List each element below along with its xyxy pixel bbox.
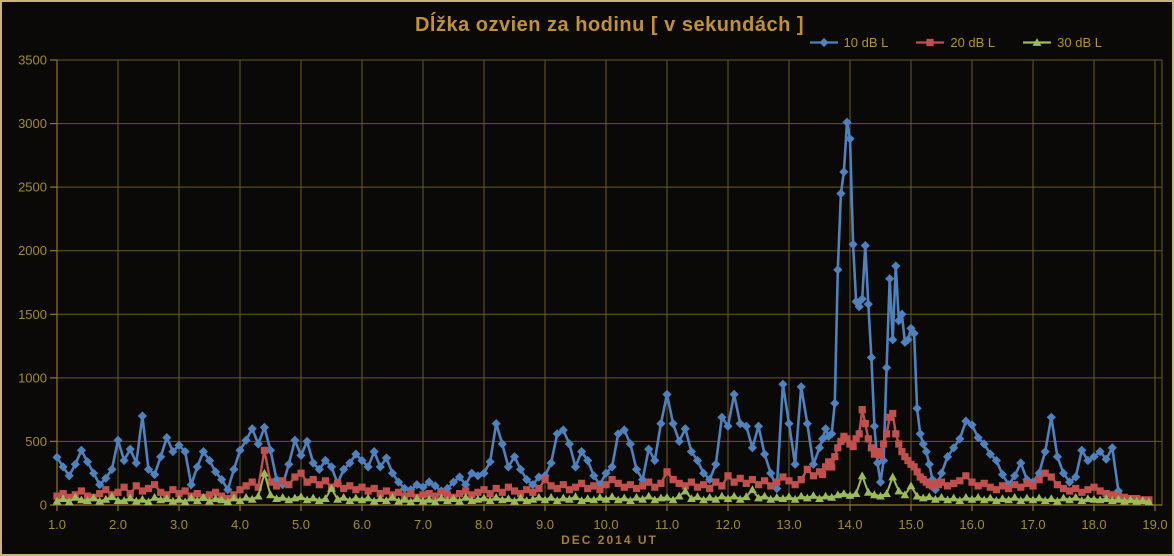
x-tick-label: 8.0	[475, 517, 493, 532]
x-tick-label: 3.0	[170, 517, 188, 532]
x-tick-label: 10.0	[593, 517, 618, 532]
y-tick-label: 3000	[18, 116, 47, 131]
y-tick-label: 1000	[18, 370, 47, 385]
y-tick-label: 3500	[18, 53, 47, 68]
x-axis-title: DEC 2014 UT	[561, 533, 658, 547]
x-tick-label: 2.0	[109, 517, 127, 532]
series-20-db-l	[53, 406, 1153, 504]
y-axis-tick-labels: 0 500 1000 1500 2000 2500 3000 3500	[18, 53, 47, 513]
x-tick-label: 1.0	[48, 517, 66, 532]
y-tick-label: 1500	[18, 307, 47, 322]
series-markers-triangle	[52, 468, 1154, 506]
y-tick-label: 500	[25, 434, 47, 449]
legend: 10 dB L 20 dB L 30 dB L	[808, 35, 1102, 50]
x-tick-label: 18.0	[1081, 517, 1106, 532]
x-tick-label: 14.0	[837, 517, 862, 532]
legend-label-20dbl: 20 dB L	[950, 35, 996, 50]
series-10-db-l	[52, 117, 1123, 496]
x-tick-label: 15.0	[898, 517, 923, 532]
x-tick-label: 12.0	[715, 517, 740, 532]
x-tick-label: 19.0	[1142, 517, 1167, 532]
legend-item-10dbl: 10 dB L	[808, 35, 889, 50]
x-tick-label: 11.0	[655, 517, 679, 532]
x-tick-label: 7.0	[414, 517, 432, 532]
x-tick-label: 6.0	[353, 517, 371, 532]
x-axis-tick-labels: 1.0 2.0 3.0 4.0 5.0 6.0 7.0 8.0 9.0 10.0 11.0 12.0 1…	[48, 517, 1168, 532]
x-tick-label: 4.0	[231, 517, 249, 532]
x-tick-label: 13.0	[776, 517, 801, 532]
axes-layer	[50, 59, 1162, 511]
legend-label-10dbl: 10 dB L	[843, 35, 889, 50]
legend-label-30dbl: 30 dB L	[1057, 35, 1102, 50]
x-tick-label: 16.0	[959, 517, 984, 532]
y-tick-label: 2000	[18, 243, 47, 258]
legend-item-20dbl: 20 dB L	[914, 35, 995, 50]
legend-marker-triangle-icon	[1023, 38, 1052, 46]
x-tick-label: 9.0	[536, 517, 554, 532]
series-markers-diamond	[52, 117, 1123, 496]
grid-layer	[56, 59, 1163, 506]
x-tick-label: 17.0	[1020, 517, 1045, 532]
legend-marker-square-icon	[916, 38, 945, 47]
chart-title: Dĺžka ozvien za hodinu [ v sekundách ]	[414, 14, 805, 36]
series-markers-square	[53, 406, 1153, 504]
x-tick-label: 5.0	[292, 517, 310, 532]
series-30-db-l	[52, 468, 1154, 506]
legend-marker-diamond-icon	[809, 37, 838, 48]
y-tick-label: 2500	[18, 180, 47, 195]
y-tick-label: 0	[40, 498, 47, 513]
legend-item-30dbl: 30 dB L	[1021, 35, 1102, 50]
